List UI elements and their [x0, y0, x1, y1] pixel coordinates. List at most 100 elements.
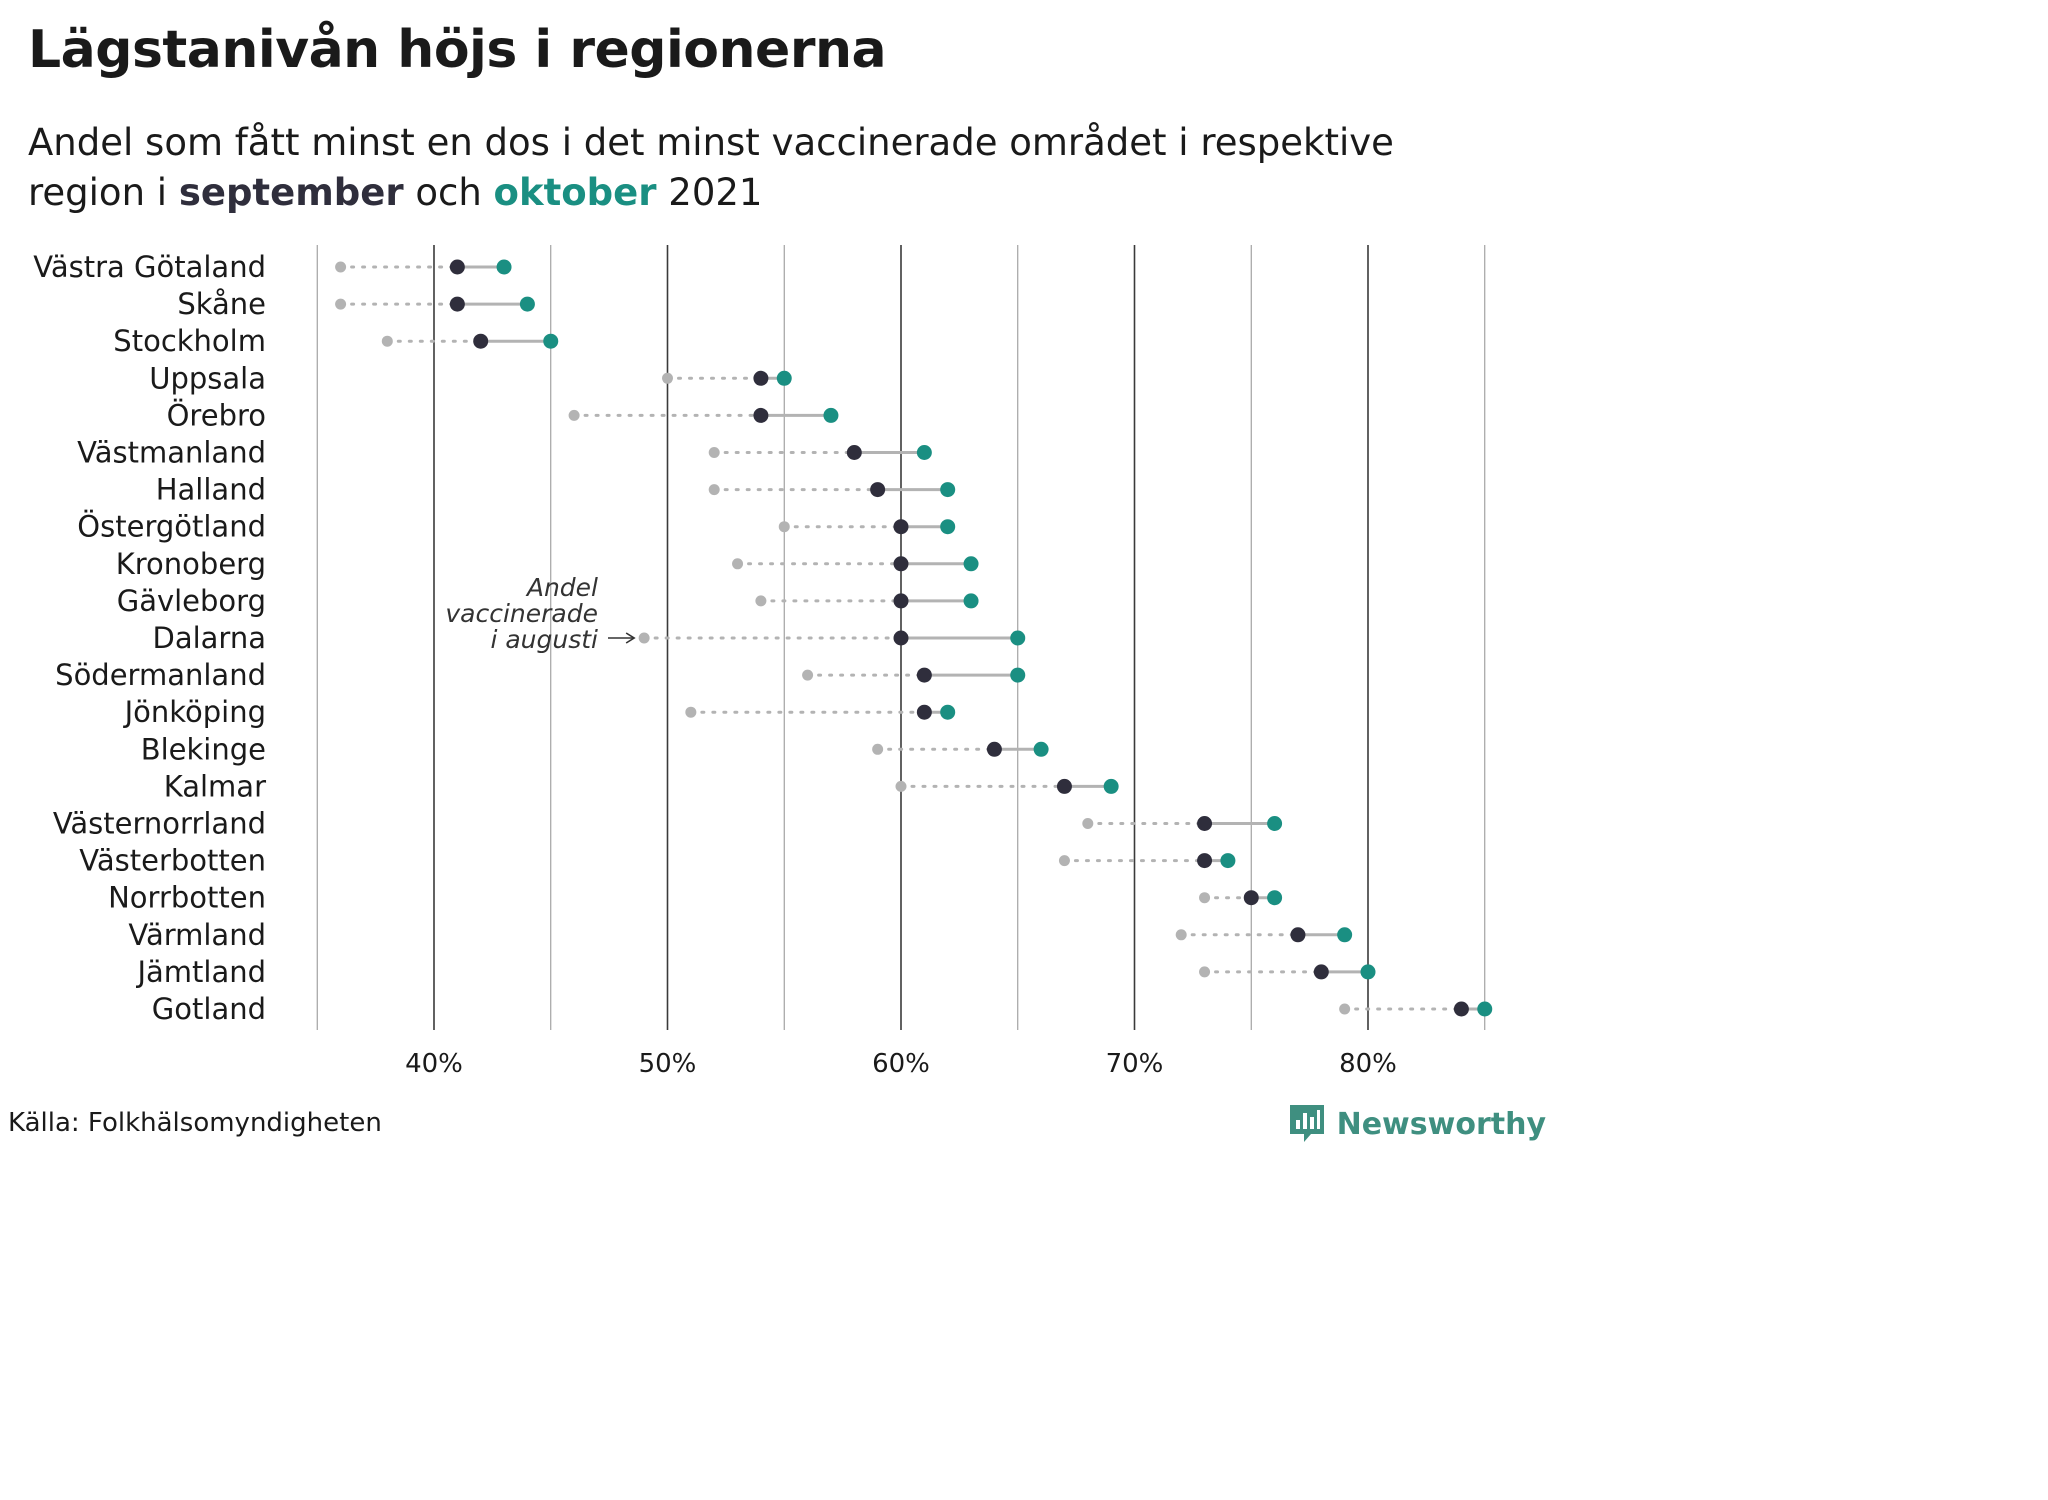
chart-subtitle: Andel som fått minst en dos i det minst … [28, 118, 1508, 218]
annotation-text: vaccinerade [445, 599, 598, 628]
region-row: Jönköping [123, 695, 956, 729]
x-tick-label: 80% [1339, 1049, 1397, 1079]
x-tick-label: 40% [405, 1049, 463, 1079]
region-label: Östergötland [77, 510, 266, 544]
august-point [1199, 966, 1211, 978]
october-point [1010, 630, 1026, 646]
october-point [1103, 778, 1119, 794]
source-label: Källa: Folkhälsomyndigheten [8, 1108, 382, 1138]
october-point [1477, 1001, 1493, 1017]
region-row: Gotland [152, 992, 1493, 1026]
region-row: Halland [156, 473, 956, 507]
subtitle-september: september [178, 171, 404, 214]
region-label: Blekinge [141, 732, 266, 766]
october-point [823, 407, 839, 423]
october-point [519, 296, 535, 312]
region-row: Södermanland [55, 658, 1026, 692]
august-point [335, 261, 347, 273]
august-point [778, 521, 790, 533]
october-point [916, 445, 932, 460]
august-point [895, 780, 907, 792]
august-point [638, 632, 650, 644]
september-point [1453, 1001, 1469, 1017]
august-point [802, 669, 814, 681]
annotation-arrowhead [625, 632, 636, 644]
x-axis-ticks: 40% 50% 60% 70% 80% [405, 1049, 1397, 1079]
subtitle-line1: Andel som fått minst en dos i det minst … [28, 121, 1394, 164]
october-point [940, 482, 956, 498]
september-point [1056, 778, 1072, 794]
region-label: Norrbotten [108, 881, 266, 915]
august-point [708, 447, 720, 458]
september-point [753, 407, 769, 423]
october-point [963, 593, 979, 609]
region-label: Jämtland [135, 955, 266, 989]
region-label: Kalmar [164, 769, 266, 803]
august-point [1082, 818, 1094, 829]
region-label: Västmanland [77, 436, 266, 470]
region-label: Västerbotten [79, 844, 266, 878]
august-point [1175, 929, 1187, 941]
region-label: Gävleborg [117, 584, 266, 618]
chart-title: Lägstanivån höjs i regionerna [28, 20, 887, 80]
subtitle-mid: och [403, 171, 494, 214]
dumbbell-chart: Västra GötalandSkåneStockholmUppsalaÖreb… [33, 245, 1493, 1079]
region-label: Västra Götaland [33, 250, 266, 284]
x-tick-label: 70% [1106, 1049, 1164, 1079]
region-row: Värmland [128, 918, 1353, 952]
october-point [1220, 853, 1236, 869]
region-label: Jönköping [123, 695, 266, 729]
x-tick-label: 60% [872, 1049, 930, 1079]
october-point [940, 704, 956, 720]
august-point [872, 743, 884, 755]
region-label: Stockholm [113, 324, 266, 358]
annotation-text: Andel [525, 573, 598, 602]
august-point [1199, 892, 1211, 904]
brand: Newsworthy [1287, 1102, 1546, 1146]
region-row: Örebro [167, 398, 839, 432]
subtitle-pre: region i [28, 171, 179, 214]
october-point [1267, 890, 1283, 906]
august-point [1058, 855, 1070, 867]
september-point [893, 630, 909, 646]
august-point [685, 706, 697, 718]
september-point [473, 333, 489, 349]
september-point [916, 667, 932, 683]
august-point [662, 372, 673, 384]
region-label: Örebro [167, 398, 266, 432]
region-label: Dalarna [153, 621, 267, 655]
region-row: Stockholm [113, 324, 559, 358]
september-point [753, 370, 769, 386]
region-row: Skåne [177, 287, 535, 321]
region-label: Västernorrland [53, 807, 266, 841]
region-row: Norrbotten [108, 881, 1283, 915]
september-point [870, 482, 886, 498]
august-point [381, 335, 393, 347]
region-label: Skåne [177, 287, 266, 321]
region-row: Kronoberg [116, 547, 979, 581]
september-point [1290, 927, 1306, 943]
x-tick-label: 50% [639, 1049, 697, 1079]
october-point [1337, 927, 1353, 943]
october-point [963, 556, 979, 572]
august-point [708, 484, 720, 496]
august-point [335, 298, 347, 310]
october-point [1033, 741, 1049, 757]
region-row: Kalmar [164, 769, 1119, 803]
region-row: Uppsala [149, 361, 792, 395]
september-point [846, 445, 862, 460]
region-row: Västernorrland [53, 807, 1283, 841]
september-point [1197, 816, 1213, 831]
region-row: Östergötland [77, 510, 956, 544]
region-label: Halland [156, 473, 266, 507]
august-point [732, 558, 744, 570]
october-point [543, 333, 559, 349]
october-point [496, 259, 512, 275]
region-row: Västmanland [77, 436, 932, 470]
august-point [1339, 1003, 1351, 1015]
region-row: Jämtland [135, 955, 1376, 989]
region-row: Västra Götaland [33, 250, 512, 284]
region-row: Dalarna [153, 621, 1026, 655]
region-row: Västerbotten [79, 844, 1236, 878]
subtitle-oktober: oktober [493, 171, 657, 214]
